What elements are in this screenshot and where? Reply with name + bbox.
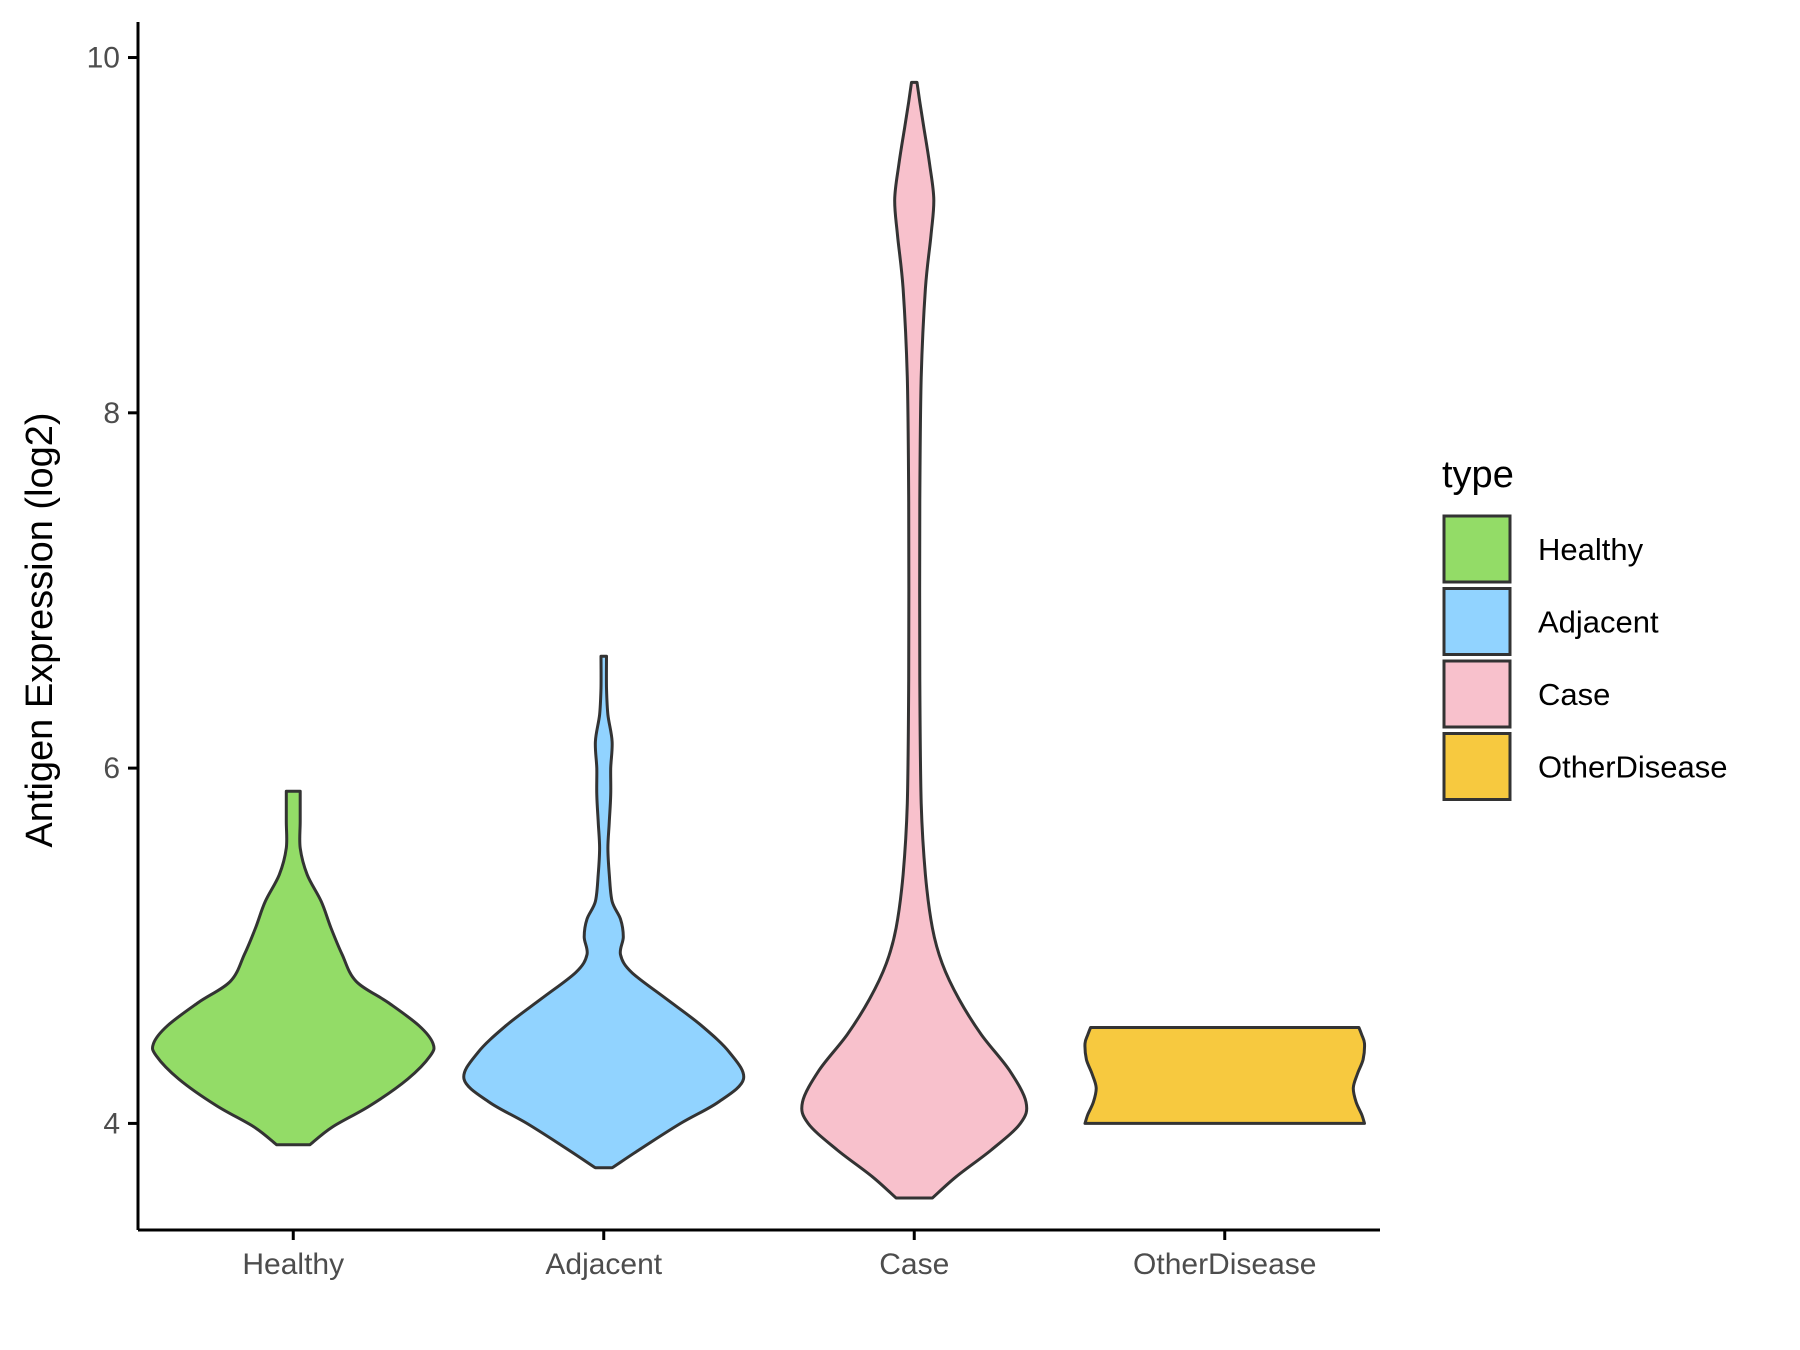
y-axis-title: Antigen Expression (log2)	[19, 412, 61, 847]
x-axis-ticks: Healthy Adjacent Case OtherDisease	[242, 1230, 1316, 1281]
legend-title: type	[1442, 454, 1514, 496]
legend: type Healthy Adjacent Case OtherDisease	[1442, 454, 1728, 801]
x-tick-label: Healthy	[242, 1248, 344, 1281]
y-tick-label: 10	[87, 42, 120, 75]
legend-swatch-case	[1442, 659, 1512, 729]
y-tick-label: 8	[103, 397, 120, 430]
x-tick-label: Case	[879, 1248, 949, 1281]
legend-label-otherdisease: OtherDisease	[1538, 750, 1728, 785]
legend-swatch-otherdisease	[1442, 732, 1512, 801]
x-tick-label: OtherDisease	[1133, 1248, 1316, 1281]
legend-label-adjacent: Adjacent	[1538, 605, 1659, 640]
violin-healthy	[150, 789, 436, 1147]
legend-items: Healthy Adjacent Case OtherDisease	[1442, 514, 1728, 801]
violin-adjacent	[462, 654, 746, 1170]
legend-label-healthy: Healthy	[1538, 532, 1644, 567]
y-tick-label: 6	[103, 752, 120, 785]
violin-otherdisease	[1083, 1026, 1367, 1125]
legend-swatch-adjacent	[1442, 587, 1512, 656]
legend-swatch-healthy	[1442, 514, 1512, 584]
legend-label-case: Case	[1538, 677, 1610, 712]
violin-case	[800, 80, 1029, 1200]
y-axis-ticks: 4 6 8 10	[87, 42, 138, 1140]
x-tick-label: Adjacent	[545, 1248, 662, 1281]
violin-layer	[150, 80, 1367, 1200]
y-tick-label: 4	[103, 1107, 120, 1140]
